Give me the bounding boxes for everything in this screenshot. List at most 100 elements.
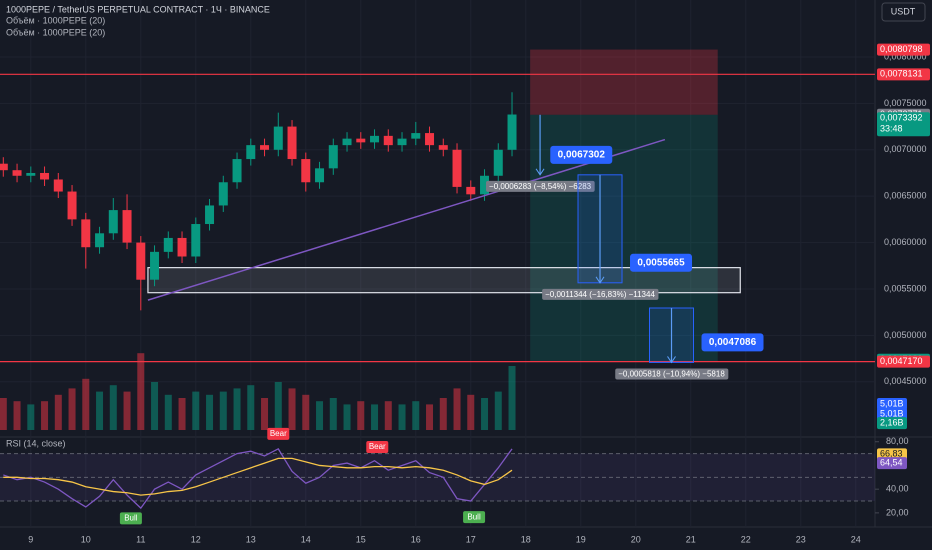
currency-label[interactable]: USDT	[891, 6, 916, 16]
volume-bar	[206, 394, 214, 430]
signal-label: Bull	[467, 512, 481, 521]
signal-box	[119, 512, 142, 525]
volume-bar	[54, 394, 62, 430]
candle-body	[40, 172, 50, 180]
signal-label: Bull	[124, 513, 138, 522]
volume-bar	[439, 398, 447, 430]
candle-body	[273, 126, 283, 150]
volume-label-box	[877, 407, 907, 420]
support-zone	[147, 267, 741, 294]
candle-body	[452, 149, 462, 187]
signal-label: Bear	[369, 442, 386, 451]
candle-body	[493, 149, 503, 176]
volume-legend: Объём · 1000PEPE (20)	[6, 15, 105, 25]
y-tick-label: 0,0045000	[884, 376, 927, 386]
candle-body	[438, 145, 448, 150]
volume-bar	[274, 382, 282, 430]
candle-body	[480, 175, 490, 195]
candle-body	[95, 233, 105, 248]
price-label-box	[877, 68, 930, 81]
projection-label: 0,0055665	[637, 257, 685, 268]
currency-button[interactable]	[881, 2, 926, 22]
projection-label: 0,0067302	[558, 149, 606, 160]
volume-bar	[426, 404, 434, 430]
x-tick-label: 16	[411, 534, 421, 544]
volume-label-box	[877, 417, 907, 430]
candle-body	[246, 145, 256, 160]
candle-body	[342, 138, 352, 146]
projection-label-box	[701, 333, 764, 352]
candle-body	[507, 114, 517, 150]
x-tick-label: 14	[301, 534, 311, 544]
candle-body	[466, 186, 476, 195]
volume-bar	[0, 398, 7, 430]
volume-bar	[398, 404, 406, 430]
rsi-title: RSI (14, close)	[6, 438, 66, 448]
candle-body	[122, 210, 132, 243]
rsi-value-box	[877, 457, 907, 470]
y-tick-label: 0,0055000	[884, 283, 927, 293]
candle-body	[287, 126, 297, 160]
price-label-box	[877, 112, 930, 137]
signal-box	[463, 511, 486, 524]
volume-bar	[316, 401, 324, 430]
price-label: 0,0078131	[880, 69, 923, 79]
arrow-head	[595, 276, 605, 284]
x-tick-label: 22	[741, 534, 751, 544]
volume-bar	[357, 401, 365, 430]
candle-body	[150, 251, 160, 280]
volume-bar	[508, 366, 516, 430]
volume-bar	[68, 388, 76, 430]
price-label-box	[877, 43, 930, 56]
rsi-line	[3, 457, 513, 496]
volume-bar	[261, 398, 269, 430]
rsi-value-label: 64,54	[880, 457, 903, 467]
candle-body	[136, 242, 146, 280]
y-tick-label: 0,0050000	[884, 330, 927, 340]
candle-body	[67, 191, 77, 220]
y-tick-label: 0,0075000	[884, 98, 927, 108]
arrow-head	[667, 356, 676, 364]
volume-bar	[109, 385, 117, 430]
volume-legend: Объём · 1000PEPE (20)	[6, 27, 105, 37]
change-label: −0,0005818 (−10,94%) −5818	[618, 370, 725, 379]
rsi-tick-label: 80,00	[886, 436, 909, 446]
candle-body	[315, 168, 325, 183]
symbol-title: 1000PEPE / TetherUS PERPETUAL CONTRACT ·…	[6, 4, 270, 14]
rsi-line	[3, 448, 513, 510]
candle-body	[370, 135, 380, 143]
volume-bar	[481, 398, 489, 430]
volume-bar	[343, 404, 351, 430]
volume-bar	[13, 401, 21, 430]
candle-body	[0, 163, 8, 171]
candle-body	[12, 170, 22, 176]
trendline	[147, 138, 666, 301]
y-tick-label: 0,0060000	[884, 237, 927, 247]
candle-body	[232, 159, 242, 183]
volume-bar	[329, 398, 337, 430]
signal-box	[366, 440, 389, 453]
volume-bar	[453, 388, 461, 430]
x-tick-label: 17	[466, 534, 476, 544]
y-tick-label: 0,0070000	[884, 144, 927, 154]
candle-body	[411, 133, 421, 139]
price-label: 0,0073392	[880, 113, 923, 123]
rsi-tick-label: 40,00	[886, 484, 909, 494]
volume-bar	[123, 391, 131, 430]
projection-label-box	[630, 253, 693, 272]
volume-bar	[96, 391, 104, 430]
change-label: −0,0011344 (−16,83%) −11344	[545, 290, 655, 299]
volume-bar	[467, 394, 475, 430]
candle-body	[328, 145, 338, 169]
candle-body	[81, 219, 91, 248]
volume-bar	[494, 391, 502, 430]
volume-bar	[302, 394, 310, 430]
volume-bar	[151, 382, 159, 430]
volume-label: 2,16B	[880, 417, 904, 427]
volume-label-box	[877, 397, 907, 410]
candle-body	[205, 205, 215, 225]
x-tick-label: 13	[246, 534, 256, 544]
candle-body	[383, 135, 393, 146]
volume-bar	[137, 353, 145, 430]
